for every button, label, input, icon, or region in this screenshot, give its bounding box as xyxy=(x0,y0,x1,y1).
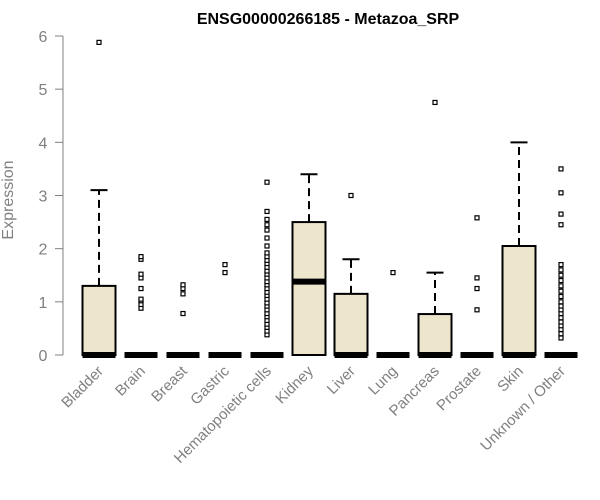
y-axis: 0 1 2 3 4 5 6 xyxy=(39,29,64,365)
outlier-point xyxy=(558,283,564,289)
outlier-point xyxy=(558,211,564,217)
y-tick-label: 3 xyxy=(39,189,48,206)
outlier-point xyxy=(264,179,270,185)
box-body xyxy=(417,313,453,357)
box-body xyxy=(81,284,117,356)
x-tick-label: Brain xyxy=(112,363,149,400)
outlier-point xyxy=(558,190,564,196)
outlier-point xyxy=(264,208,270,215)
box-prostate xyxy=(460,215,494,358)
outlier-point xyxy=(558,293,564,300)
outlier-point xyxy=(558,222,564,228)
x-tick-label: Kidney xyxy=(272,362,317,407)
outlier-point xyxy=(264,243,270,249)
outlier-point xyxy=(180,291,186,297)
outlier-point xyxy=(558,331,564,337)
outlier-point xyxy=(96,39,102,45)
outlier-point xyxy=(180,310,186,317)
box-liver xyxy=(333,192,369,358)
outlier-point xyxy=(390,269,396,276)
x-tick-label: Skin xyxy=(494,363,527,396)
box-body xyxy=(333,292,369,357)
box-kidney xyxy=(291,173,327,356)
box-unknown-other xyxy=(544,166,578,358)
box-pancreas xyxy=(417,99,453,358)
outlier-point xyxy=(222,269,228,276)
box-bladder xyxy=(81,39,117,358)
outlier-point xyxy=(264,222,270,228)
box-gastric xyxy=(208,262,242,358)
outlier-point xyxy=(222,262,228,268)
outlier-point xyxy=(138,296,144,302)
y-axis-label: Expression xyxy=(0,160,17,239)
outlier-point xyxy=(264,216,270,223)
y-tick-label: 0 xyxy=(39,348,48,365)
outlier-point xyxy=(264,250,270,256)
x-tick-label: Lung xyxy=(365,363,401,399)
box-brain xyxy=(124,254,158,358)
outlier-point xyxy=(180,282,186,288)
outlier-point xyxy=(558,335,564,341)
outlier-point xyxy=(558,277,564,284)
box-body xyxy=(501,245,537,356)
outlier-point xyxy=(558,315,564,321)
outlier-point xyxy=(558,262,564,268)
y-tick-label: 4 xyxy=(39,135,48,152)
outlier-point xyxy=(558,288,564,294)
outlier-point xyxy=(558,319,564,325)
outlier-point xyxy=(264,227,270,233)
box-breast xyxy=(166,282,200,358)
outlier-point xyxy=(138,271,144,277)
outlier-point xyxy=(558,166,564,172)
chart-title: ENSG00000266185 - Metazoa_SRP xyxy=(197,11,460,28)
outlier-point xyxy=(264,235,270,241)
outlier-point xyxy=(558,267,564,273)
y-tick-label: 2 xyxy=(39,242,48,259)
outlier-point xyxy=(474,215,480,221)
outlier-point xyxy=(348,192,354,199)
outlier-point xyxy=(558,299,564,305)
x-tick-label: Bladder xyxy=(58,363,107,412)
x-tick-label: Prostate xyxy=(433,363,485,415)
x-tick-label: Breast xyxy=(148,362,191,405)
outlier-point xyxy=(558,303,564,309)
box-skin xyxy=(501,141,537,358)
y-tick-label: 5 xyxy=(39,82,48,99)
boxes-layer xyxy=(81,39,578,358)
outlier-point xyxy=(432,99,438,106)
y-tick-label: 1 xyxy=(39,295,48,312)
outlier-point xyxy=(138,285,144,292)
outlier-point xyxy=(558,272,564,278)
outlier-point xyxy=(474,285,480,292)
x-tick-label: Liver xyxy=(324,363,359,398)
box-hematopoietic-cells xyxy=(250,179,284,358)
outlier-point xyxy=(474,307,480,313)
outlier-point xyxy=(474,275,480,281)
box-body xyxy=(291,221,327,356)
y-tick-label: 6 xyxy=(39,29,48,46)
outlier-point xyxy=(138,254,144,260)
box-lung xyxy=(376,269,410,358)
